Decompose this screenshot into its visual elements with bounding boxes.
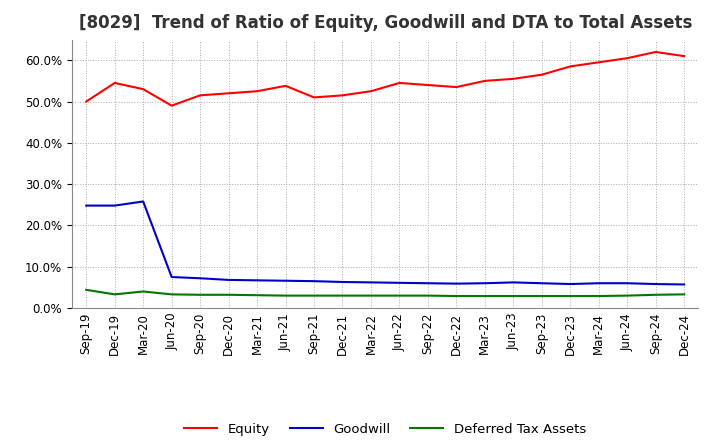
- Deferred Tax Assets: [110, 292, 119, 297]
- Equity: [253, 88, 261, 94]
- Equity: [225, 91, 233, 96]
- Equity: [167, 103, 176, 108]
- Goodwill: [338, 279, 347, 285]
- Deferred Tax Assets: [480, 293, 489, 299]
- Goodwill: [110, 203, 119, 208]
- Deferred Tax Assets: [139, 289, 148, 294]
- Goodwill: [167, 275, 176, 280]
- Deferred Tax Assets: [225, 292, 233, 297]
- Goodwill: [310, 279, 318, 284]
- Deferred Tax Assets: [623, 293, 631, 298]
- Deferred Tax Assets: [452, 293, 461, 299]
- Deferred Tax Assets: [338, 293, 347, 298]
- Deferred Tax Assets: [196, 292, 204, 297]
- Goodwill: [566, 282, 575, 287]
- Goodwill: [509, 280, 518, 285]
- Goodwill: [282, 278, 290, 283]
- Equity: [680, 54, 688, 59]
- Goodwill: [139, 199, 148, 204]
- Goodwill: [395, 280, 404, 286]
- Deferred Tax Assets: [423, 293, 432, 298]
- Deferred Tax Assets: [595, 293, 603, 299]
- Line: Deferred Tax Assets: Deferred Tax Assets: [86, 290, 684, 296]
- Equity: [452, 84, 461, 90]
- Goodwill: [452, 281, 461, 286]
- Line: Equity: Equity: [86, 52, 684, 106]
- Equity: [139, 87, 148, 92]
- Goodwill: [225, 277, 233, 282]
- Goodwill: [253, 278, 261, 283]
- Goodwill: [652, 282, 660, 287]
- Deferred Tax Assets: [395, 293, 404, 298]
- Deferred Tax Assets: [282, 293, 290, 298]
- Deferred Tax Assets: [509, 293, 518, 299]
- Goodwill: [537, 281, 546, 286]
- Equity: [110, 81, 119, 86]
- Goodwill: [196, 275, 204, 281]
- Equity: [282, 83, 290, 88]
- Legend: Equity, Goodwill, Deferred Tax Assets: Equity, Goodwill, Deferred Tax Assets: [179, 418, 591, 440]
- Equity: [509, 76, 518, 81]
- Goodwill: [623, 281, 631, 286]
- Deferred Tax Assets: [537, 293, 546, 299]
- Goodwill: [480, 281, 489, 286]
- Deferred Tax Assets: [566, 293, 575, 299]
- Deferred Tax Assets: [167, 292, 176, 297]
- Equity: [395, 81, 404, 86]
- Title: [8029]  Trend of Ratio of Equity, Goodwill and DTA to Total Assets: [8029] Trend of Ratio of Equity, Goodwil…: [78, 15, 692, 33]
- Deferred Tax Assets: [366, 293, 375, 298]
- Goodwill: [680, 282, 688, 287]
- Equity: [310, 95, 318, 100]
- Equity: [480, 78, 489, 84]
- Equity: [196, 93, 204, 98]
- Goodwill: [366, 280, 375, 285]
- Equity: [566, 64, 575, 69]
- Equity: [537, 72, 546, 77]
- Deferred Tax Assets: [253, 293, 261, 298]
- Goodwill: [595, 281, 603, 286]
- Deferred Tax Assets: [310, 293, 318, 298]
- Line: Goodwill: Goodwill: [86, 202, 684, 285]
- Equity: [366, 88, 375, 94]
- Equity: [652, 49, 660, 55]
- Equity: [82, 99, 91, 104]
- Goodwill: [423, 281, 432, 286]
- Deferred Tax Assets: [652, 292, 660, 297]
- Deferred Tax Assets: [82, 287, 91, 293]
- Equity: [423, 82, 432, 88]
- Equity: [595, 60, 603, 65]
- Deferred Tax Assets: [680, 292, 688, 297]
- Goodwill: [82, 203, 91, 208]
- Equity: [623, 55, 631, 61]
- Equity: [338, 93, 347, 98]
